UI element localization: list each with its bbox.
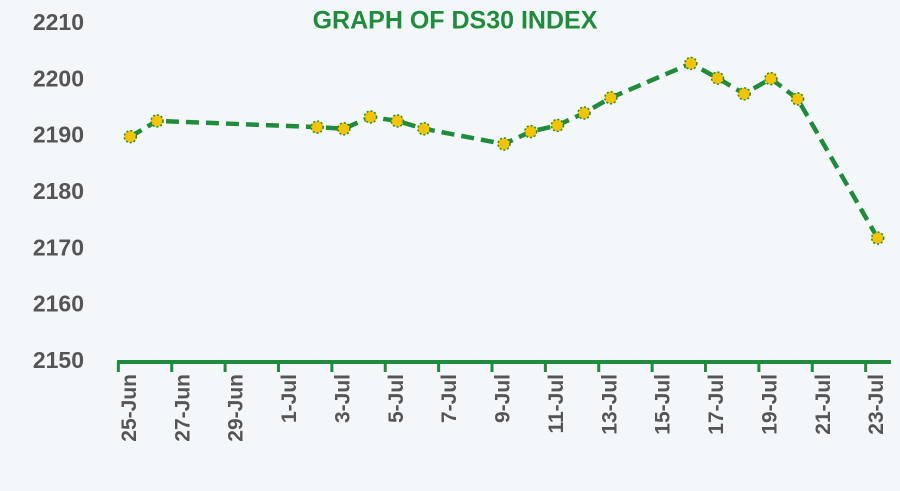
- point: [123, 129, 138, 144]
- point: [417, 122, 431, 136]
- x-tick-label: 7-Jul: [438, 374, 461, 423]
- x-tick-label: 9-Jul: [492, 374, 515, 423]
- point: [737, 87, 751, 101]
- y-tick-label: 2160: [33, 291, 84, 317]
- point: [710, 71, 725, 85]
- x-tick-label: 21-Jul: [812, 374, 835, 435]
- y-tick-label: 2170: [33, 234, 84, 260]
- x-tick-label: 27-Jun: [171, 374, 194, 442]
- y-tick-label: 2210: [33, 9, 84, 35]
- x-tick-label: 15-Jul: [652, 374, 675, 435]
- x-tick-label: 17-Jul: [705, 374, 728, 435]
- point: [604, 91, 618, 105]
- x-tick-label: 13-Jul: [598, 374, 621, 435]
- point: [870, 231, 885, 245]
- y-tick-label: 2190: [33, 122, 84, 148]
- chart-title: GRAPH OF DS30 INDEX: [313, 7, 598, 35]
- point: [390, 114, 404, 128]
- y-tick-label: 2180: [33, 178, 84, 204]
- x-tick-label: 5-Jul: [385, 374, 408, 423]
- point: [684, 56, 698, 71]
- x-tick-label: 25-Jun: [118, 374, 141, 442]
- x-tick-label: 11-Jul: [545, 374, 568, 434]
- point: [523, 124, 538, 139]
- x-tick-label: 3-Jul: [331, 374, 354, 423]
- point: [150, 114, 164, 128]
- point: [337, 122, 351, 136]
- point: [790, 92, 805, 106]
- x-tick-label: 23-Jul: [865, 374, 888, 435]
- x-tick-label: 1-Jul: [278, 374, 301, 423]
- point: [577, 106, 591, 120]
- point: [497, 137, 511, 151]
- y-tick-label: 2200: [33, 65, 84, 91]
- x-tick-label: 29-Jun: [225, 374, 248, 442]
- y-tick-label: 2150: [33, 347, 84, 373]
- point: [764, 71, 778, 86]
- line: [129, 60, 880, 240]
- point: [310, 120, 324, 134]
- point: [550, 118, 565, 133]
- point: [363, 110, 378, 124]
- x-tick-label: 19-Jul: [758, 374, 781, 435]
